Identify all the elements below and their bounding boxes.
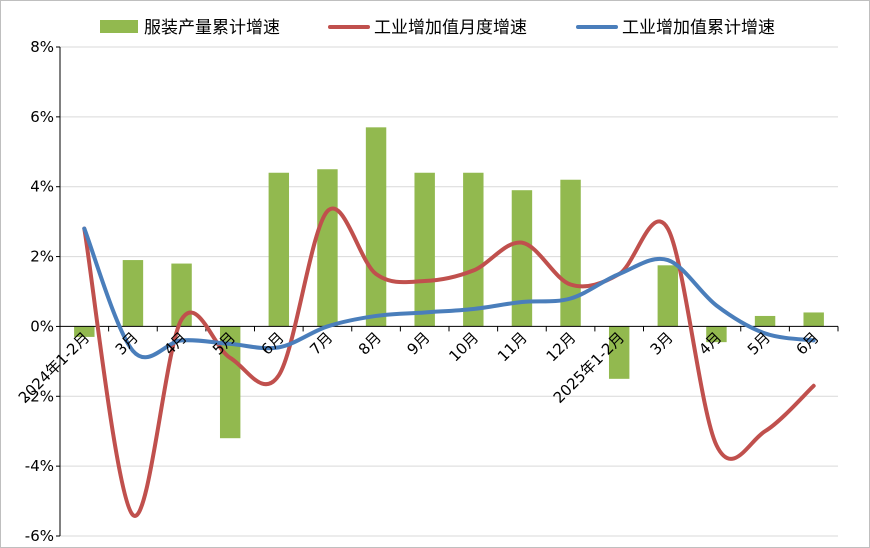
bar-series	[74, 127, 824, 439]
bar	[754, 315, 776, 327]
legend-label: 工业增加值月度增速	[374, 18, 527, 38]
bar	[608, 326, 630, 379]
bar	[74, 326, 95, 337]
y-tick-label: 2%	[30, 248, 54, 266]
bar	[463, 172, 484, 327]
y-tick-label: 4%	[30, 178, 54, 196]
gridlines	[60, 46, 838, 537]
legend: 服装产量累计增速 工业增加值月度增速 工业增加值累计增速	[100, 18, 775, 38]
bar	[122, 260, 144, 327]
y-tick-label: 0%	[30, 317, 54, 335]
legend-label: 服装产量累计增速	[144, 18, 280, 38]
bar	[803, 312, 824, 327]
bar	[414, 172, 435, 327]
line-series	[82, 206, 816, 518]
y-tick-label: -6%	[25, 527, 54, 545]
y-tick-label: 8%	[30, 38, 54, 56]
bar	[317, 169, 338, 327]
bar	[657, 265, 679, 327]
legend-label: 工业增加值累计增速	[622, 18, 775, 38]
bar	[511, 190, 533, 327]
series-line	[82, 206, 816, 518]
bar	[268, 172, 290, 327]
bar	[560, 179, 581, 327]
bar	[706, 326, 727, 343]
bar	[171, 263, 192, 327]
series-line	[82, 226, 816, 360]
legend-swatch	[100, 20, 138, 33]
y-axis-tick-labels: -6% -4% -2% 0% 2% 4% 6% 8%	[25, 38, 54, 545]
y-tick-label: 6%	[30, 108, 54, 126]
bar	[365, 127, 387, 327]
axes	[56, 46, 839, 537]
y-tick-label: -4%	[25, 457, 54, 475]
y-tick-label: -2%	[25, 387, 54, 405]
